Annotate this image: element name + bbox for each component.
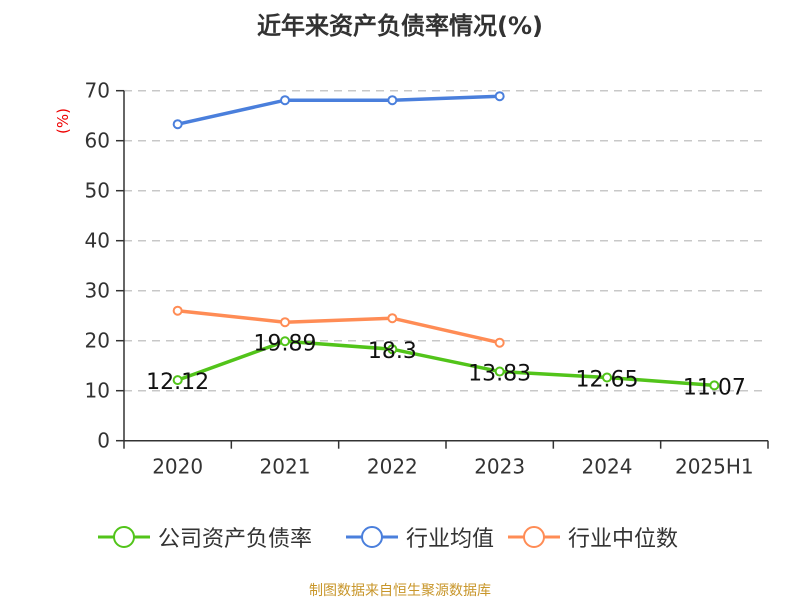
data-label: 12.12: [146, 370, 209, 395]
data-point: [602, 372, 612, 383]
data-point: [494, 337, 505, 348]
source-note: 制图数据来自恒生聚源数据库: [309, 583, 491, 599]
legend-label: 行业均值: [406, 527, 495, 552]
data-label: 13.83: [468, 362, 531, 387]
y-tick-label: 30: [85, 279, 110, 303]
data-point: [172, 305, 183, 316]
data-point: [280, 317, 290, 328]
legend-label: 公司资产负债率: [158, 527, 313, 552]
y-tick-label: 70: [85, 79, 110, 103]
data-label: 12.65: [576, 367, 639, 392]
x-tick-label: 2024: [582, 455, 633, 479]
legend-label: 行业中位数: [568, 527, 679, 552]
data-point: [280, 95, 290, 106]
x-tick-label: 2022: [367, 455, 418, 479]
legend-item[interactable]: 公司资产负债率: [98, 520, 312, 554]
data-point: [387, 344, 398, 355]
data-point: [280, 336, 290, 347]
data-point: [387, 95, 398, 106]
chart-title: 近年来资产负债率情况(%): [257, 12, 543, 40]
series-line-2: [177, 308, 501, 345]
y-tick-label: 0: [97, 429, 110, 453]
data-point: [387, 313, 398, 324]
y-tick-label: 60: [85, 129, 110, 153]
data-label: 11.07: [683, 375, 746, 400]
series-line-0: [177, 339, 715, 388]
y-tick-label: 20: [85, 329, 110, 353]
data-label: 19.89: [254, 331, 317, 356]
data-point: [709, 380, 720, 391]
series-line-1: [177, 94, 500, 126]
legend-marker-icon: [346, 526, 398, 548]
legend-marker-icon: [508, 526, 560, 548]
data-label: 18.3: [368, 339, 417, 364]
legend-item[interactable]: 行业均值: [346, 520, 494, 554]
legend-item[interactable]: 行业中位数: [508, 520, 678, 554]
y-tick-label: 10: [85, 379, 110, 403]
y-tick-label: 50: [85, 179, 110, 203]
y-tick-label: 40: [85, 229, 110, 253]
data-point: [172, 375, 183, 386]
x-tick-label: 2020: [152, 455, 203, 479]
x-tick-label: 2023: [474, 455, 525, 479]
x-tick-label: 2021: [260, 455, 311, 479]
x-tick-label: 2025H1: [675, 455, 754, 479]
data-point: [494, 91, 505, 102]
legend-marker-icon: [98, 526, 150, 548]
data-point: [494, 366, 505, 377]
data-point: [172, 119, 183, 130]
